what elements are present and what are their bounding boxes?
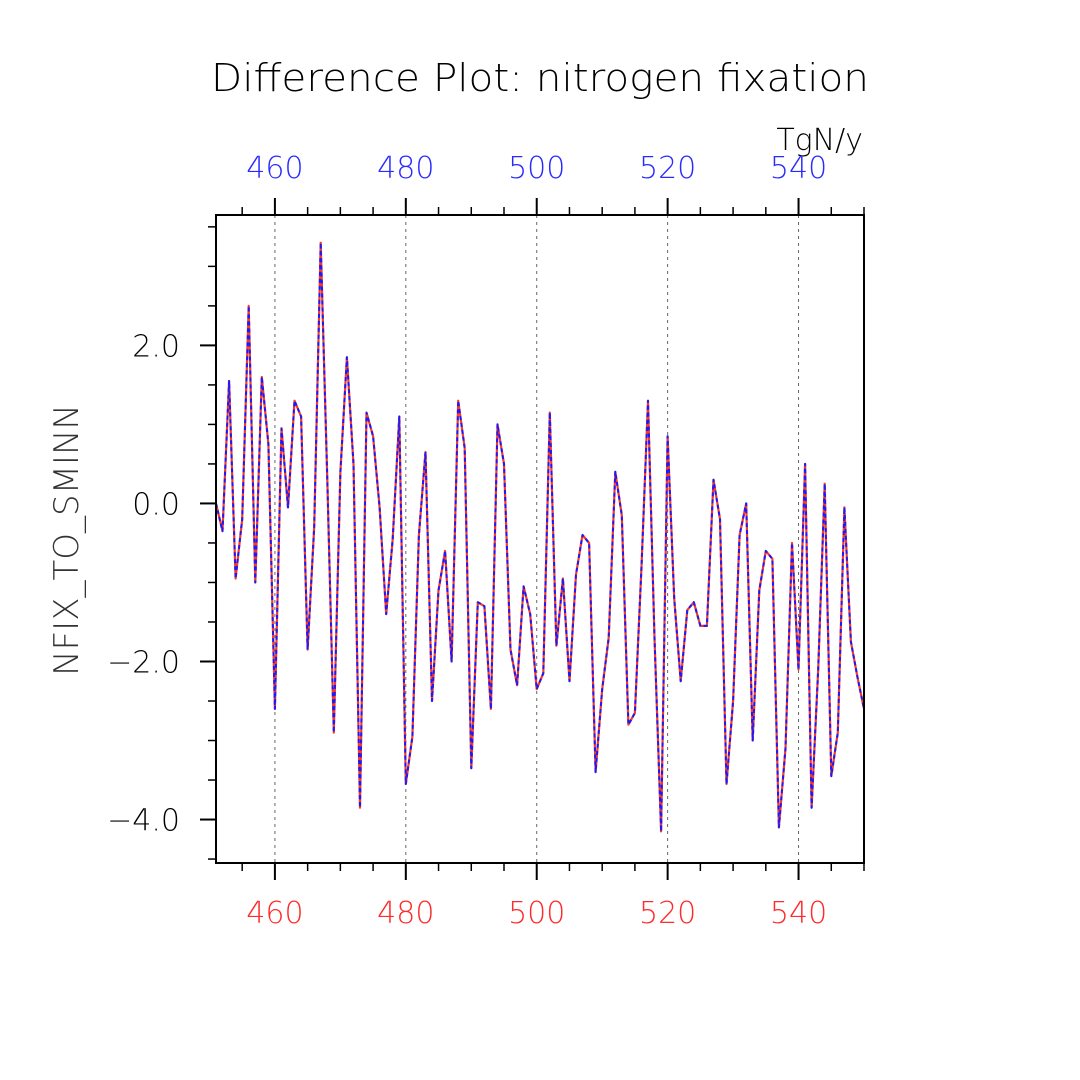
tick-labels: 460 460 480 480 500 500 520 520 540 540 −4.0 −2.0 0.…: [107, 151, 827, 931]
x-tick-label-bottom: 540: [770, 896, 827, 931]
grid: [274, 215, 800, 863]
series-line-blue: [215, 241, 865, 833]
x-tick-label-bottom: 480: [377, 896, 434, 931]
units-label: TgN/y: [776, 123, 863, 158]
chart-title: Difference Plot: nitrogen fixation: [211, 56, 869, 100]
y-tick-label: −4.0: [107, 804, 180, 839]
x-tick-label-bottom: 500: [508, 896, 565, 931]
x-tick-label-bottom: 460: [246, 896, 303, 931]
x-tick-label-top: 460: [246, 151, 303, 186]
plot-frame: [215, 214, 865, 864]
x-tick-label-bottom: 520: [639, 896, 696, 931]
series-group: [214, 241, 866, 833]
x-tick-label-top: 480: [377, 151, 434, 186]
y-tick-label: 0.0: [132, 487, 180, 522]
series-line-red: [214, 241, 866, 833]
axis-ticks: [200, 198, 865, 880]
x-tick-label-top: 540: [770, 151, 827, 186]
y-tick-label: −2.0: [107, 645, 180, 680]
y-axis-label: NFIX_TO_SMINN: [47, 404, 87, 676]
y-tick-label: 2.0: [132, 329, 180, 364]
x-tick-label-top: 500: [508, 151, 565, 186]
x-tick-label-top: 520: [639, 151, 696, 186]
